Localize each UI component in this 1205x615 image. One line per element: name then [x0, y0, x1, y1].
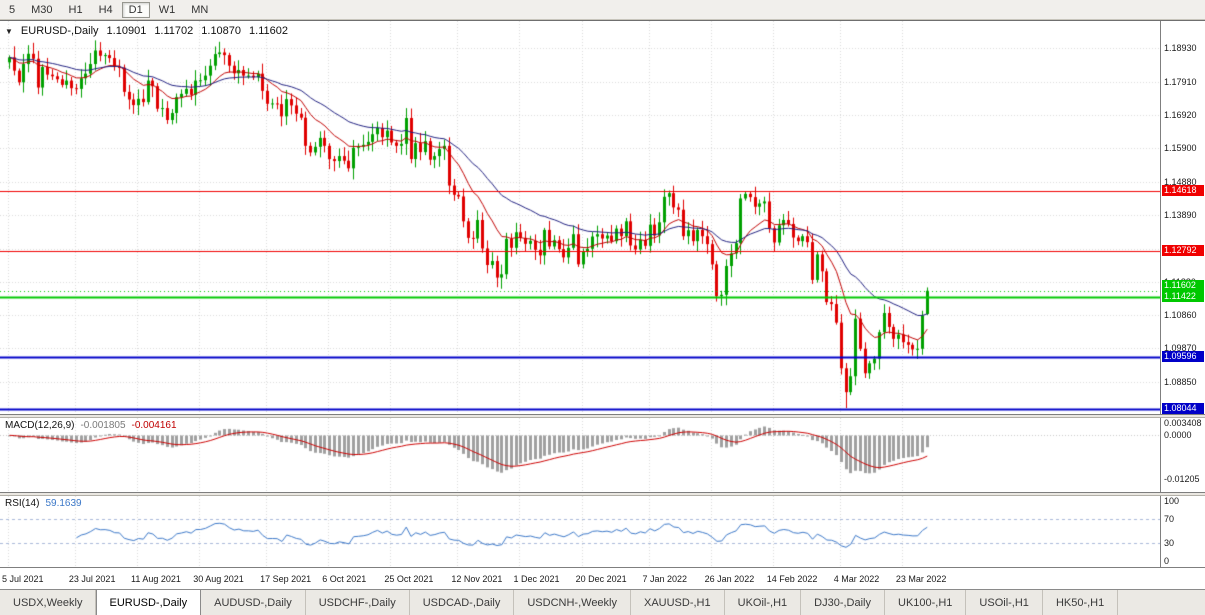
chart-title: ▼ EURUSD-,Daily 1.10901 1.11702 1.10870 … [5, 25, 288, 37]
date-label: 11 Aug 2021 [131, 574, 181, 584]
rsi-tick: 100 [1164, 496, 1180, 506]
macd-panel: MACD(12,26,9) -0.001805 -0.004161 0.0034… [0, 418, 1205, 492]
macd-label: MACD(12,26,9) -0.001805 -0.004161 [5, 420, 177, 431]
timeframe-m30[interactable]: M30 [31, 3, 53, 16]
tab-usdcad-daily[interactable]: USDCAD-,Daily [409, 590, 515, 615]
hline-price-label: 1.08044 [1162, 402, 1204, 414]
rsi-panel: RSI(14) 59.1639 100 70 30 0 [0, 496, 1205, 567]
quote-close: 1.11602 [249, 25, 288, 37]
price-chart-canvas[interactable] [0, 21, 1160, 414]
tab-xauusd-h1[interactable]: XAUUSD-,H1 [631, 590, 725, 615]
price-tick: 1.13890 [1164, 210, 1197, 221]
timeframe-h1[interactable]: H1 [68, 3, 83, 16]
price-tick: 1.09870 [1164, 343, 1197, 354]
rsi-label: RSI(14) 59.1639 [5, 498, 82, 509]
date-label: 6 Oct 2021 [322, 574, 367, 584]
date-label: 17 Sep 2021 [260, 574, 312, 584]
macd-tick: 0.003408 [1164, 418, 1202, 429]
rsi-tick: 30 [1164, 538, 1175, 548]
price-tick: 1.15900 [1164, 143, 1197, 154]
quote-high: 1.11702 [154, 25, 194, 37]
date-label: 5 Jul 2021 [2, 574, 44, 584]
timeframe-d1[interactable]: D1 [121, 1, 150, 18]
timeframe-w1[interactable]: W1 [158, 3, 176, 16]
date-label: 30 Aug 2021 [193, 574, 244, 584]
panel-divider[interactable] [0, 414, 1205, 418]
price-tick: 1.17910 [1164, 76, 1197, 87]
tab-uk100-h1[interactable]: UK100-,H1 [885, 590, 967, 615]
tab-audusd-daily[interactable]: AUDUSD-,Daily [201, 590, 306, 615]
macd-canvas[interactable] [0, 418, 1160, 492]
timeframe-h4[interactable]: H4 [98, 3, 113, 16]
tab-usdcnh-weekly[interactable]: USDCNH-,Weekly [514, 590, 631, 615]
rsi-tick: 70 [1164, 514, 1175, 524]
rsi-scale[interactable]: 100 70 30 0 [1160, 496, 1205, 567]
tab-usdx-weekly[interactable]: USDX,Weekly [0, 590, 97, 615]
current-price-label: 1.11602 [1162, 279, 1204, 291]
chart-tabs: USDX,Weekly EURUSD-,Daily AUDUSD-,Daily USD… [0, 589, 1205, 615]
date-label: 7 Jan 2022 [642, 574, 688, 584]
date-label: 12 Nov 2021 [451, 574, 503, 584]
tab-usdchf-daily[interactable]: USDCHF-,Daily [305, 590, 410, 615]
macd-scale[interactable]: 0.003408 0.0000 -0.01205 [1160, 418, 1205, 492]
date-label: 23 Mar 2022 [895, 574, 947, 584]
price-tick: 1.16920 [1164, 109, 1197, 120]
price-scale[interactable]: 1.18930 1.17910 1.16920 1.15900 1.14880 1.138… [1160, 21, 1205, 414]
main-price-panel: ▼ EURUSD-,Daily 1.10901 1.11702 1.10870 … [0, 21, 1205, 414]
tab-eurusd-daily[interactable]: EURUSD-,Daily [96, 590, 202, 615]
tab-dj30-daily[interactable]: DJ30-,Daily [801, 590, 885, 615]
date-label: 4 Mar 2022 [833, 574, 880, 584]
price-tick: 1.14880 [1164, 177, 1197, 188]
date-label: 23 Jul 2021 [68, 574, 116, 584]
price-tick: 1.08850 [1164, 376, 1197, 387]
macd-main-value: -0.001805 [80, 420, 126, 431]
rsi-canvas[interactable] [0, 496, 1160, 567]
rsi-tick: 0 [1164, 556, 1170, 566]
hline-price-label: 1.11422 [1162, 290, 1204, 302]
rsi-name: RSI(14) [5, 498, 40, 509]
tab-ukoil-h1[interactable]: UKOil-,H1 [724, 590, 802, 615]
panel-divider[interactable] [0, 492, 1205, 496]
date-label: 20 Dec 2021 [575, 574, 627, 584]
timeframe-mn[interactable]: MN [191, 3, 209, 16]
macd-signal-value: -0.004161 [131, 420, 177, 431]
timeframe-toolbar: 5 M30 H1 H4 D1 W1 MN [0, 0, 1205, 20]
timeframe-5[interactable]: 5 [9, 3, 16, 16]
rsi-value: 59.1639 [45, 498, 82, 509]
hline-price-label: 1.14618 [1162, 184, 1204, 196]
tab-usoil-h1[interactable]: USOil-,H1 [966, 590, 1043, 615]
quote-low: 1.10870 [201, 25, 242, 37]
date-label: 1 Dec 2021 [513, 574, 560, 584]
hline-price-label: 1.12792 [1162, 245, 1204, 257]
hline-price-label: 1.09596 [1162, 351, 1204, 363]
chart-symbol-period: EURUSD-,Daily [20, 25, 99, 37]
macd-tick: -0.01205 [1164, 473, 1200, 484]
date-label: 14 Feb 2022 [766, 574, 818, 584]
date-label: 26 Jan 2022 [704, 574, 755, 584]
macd-name: MACD(12,26,9) [5, 420, 75, 431]
date-label: 25 Oct 2021 [384, 574, 434, 584]
quote-open: 1.10901 [106, 25, 147, 37]
macd-tick: 0.0000 [1164, 430, 1192, 441]
price-tick: 1.18930 [1164, 43, 1197, 54]
chart-region: ▼ EURUSD-,Daily 1.10901 1.11702 1.10870 … [0, 20, 1205, 590]
time-scale[interactable]: 5 Jul 2021 23 Jul 2021 11 Aug 2021 30 Aug 2… [0, 567, 1205, 590]
tab-hk50-h1[interactable]: HK50-,H1 [1042, 590, 1119, 615]
chart-collapse-icon[interactable]: ▼ [5, 26, 13, 36]
price-tick: 1.10860 [1164, 310, 1197, 321]
